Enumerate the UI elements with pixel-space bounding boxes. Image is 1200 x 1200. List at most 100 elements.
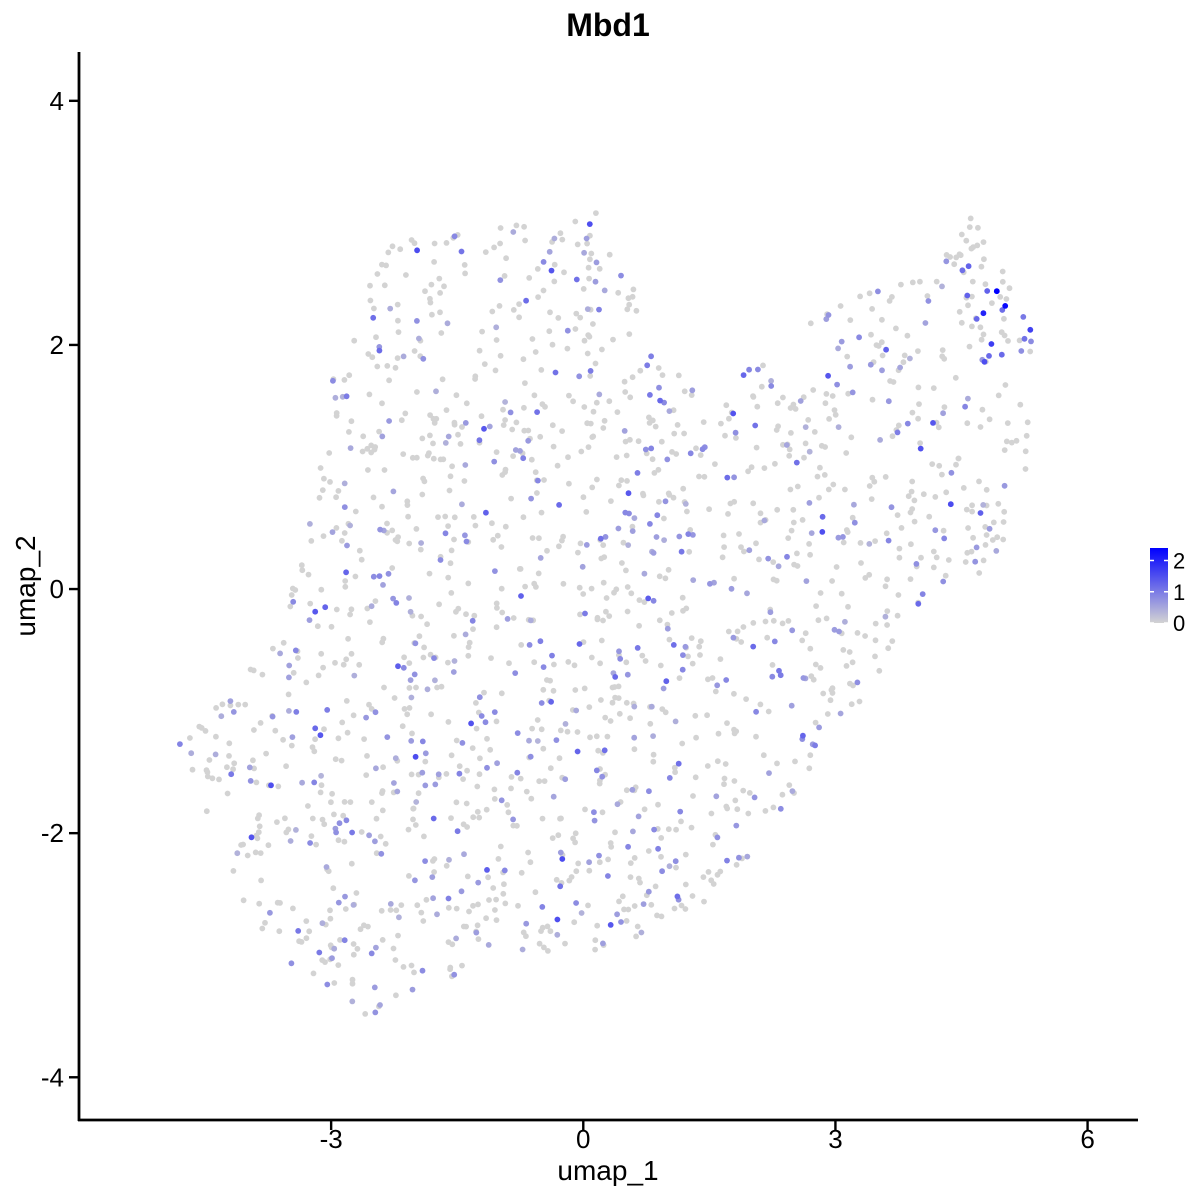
cell-point	[536, 778, 543, 785]
cell-point	[813, 603, 819, 609]
cell-point	[466, 908, 472, 915]
cell-point	[483, 915, 489, 922]
cell-point	[370, 573, 377, 580]
cell-point	[405, 513, 411, 520]
cell-point	[417, 546, 424, 553]
cell-point	[470, 514, 477, 520]
cell-point	[856, 334, 862, 341]
cell-point	[963, 506, 970, 513]
cell-point	[969, 508, 975, 515]
cell-point	[373, 815, 380, 822]
cell-point	[939, 353, 946, 360]
cell-point	[418, 540, 424, 546]
cell-point	[670, 642, 677, 648]
cell-point	[655, 466, 662, 473]
cell-point	[673, 826, 679, 833]
cell-point	[648, 353, 654, 360]
cell-point	[303, 679, 310, 686]
cell-point	[658, 438, 665, 445]
cell-point	[658, 913, 665, 920]
cell-point	[857, 293, 863, 300]
cell-point	[491, 244, 497, 251]
cell-point	[560, 580, 567, 587]
cell-point	[970, 534, 976, 541]
cell-point	[500, 406, 506, 413]
cell-point	[717, 656, 724, 662]
cell-point	[623, 567, 629, 574]
cell-point	[466, 639, 473, 646]
cell-point	[806, 765, 813, 772]
cell-point	[681, 430, 687, 437]
cell-point	[532, 349, 539, 355]
cell-point	[305, 571, 312, 578]
cell-point	[697, 652, 703, 658]
cell-point	[592, 937, 599, 944]
cell-point	[941, 535, 948, 542]
cell-point	[712, 461, 718, 467]
cell-point	[866, 483, 873, 489]
cell-point	[507, 409, 514, 416]
cell-point	[666, 408, 673, 414]
cell-point	[673, 451, 680, 457]
cell-point	[319, 487, 326, 493]
cell-point	[587, 373, 594, 379]
cell-point	[226, 753, 232, 759]
cell-point	[517, 775, 524, 782]
cell-point	[470, 626, 476, 632]
cell-point	[948, 469, 955, 476]
cell-point	[517, 448, 523, 454]
cell-point	[750, 620, 757, 626]
cell-point	[298, 562, 305, 569]
cell-point	[433, 388, 439, 395]
cell-point	[295, 655, 301, 661]
cell-point	[656, 573, 663, 580]
cell-point	[715, 730, 722, 737]
cell-point	[508, 495, 514, 502]
cell-point	[529, 725, 535, 732]
cell-point	[540, 287, 547, 294]
cell-point	[349, 976, 356, 983]
cell-point	[744, 853, 751, 860]
cell-point	[333, 525, 340, 531]
cell-point	[287, 603, 294, 610]
cell-point	[867, 361, 874, 368]
cell-point	[242, 701, 249, 708]
cell-point	[679, 666, 686, 673]
cell-point	[188, 750, 195, 757]
cell-point	[688, 824, 695, 831]
cell-point	[812, 719, 819, 726]
cell-point	[420, 654, 427, 661]
cell-point	[538, 367, 545, 373]
cell-point	[712, 688, 719, 695]
cell-point	[482, 249, 489, 256]
cell-point	[462, 270, 468, 277]
cell-point	[390, 945, 397, 952]
cell-point	[823, 391, 830, 397]
cell-point	[508, 774, 515, 780]
cell-point	[347, 611, 353, 618]
cell-point	[250, 757, 256, 764]
cell-point	[378, 907, 385, 914]
cell-point	[714, 682, 721, 689]
y-tick-label: 4	[50, 86, 64, 116]
cell-point	[476, 347, 483, 354]
cell-point	[206, 757, 213, 763]
cell-point	[554, 931, 561, 938]
cell-point	[432, 781, 439, 788]
cell-point	[377, 833, 384, 840]
cell-point	[412, 822, 419, 828]
cell-point	[459, 740, 466, 746]
cell-point	[599, 346, 605, 353]
cell-point	[701, 473, 708, 480]
cell-point	[625, 843, 631, 850]
cell-point	[633, 307, 640, 314]
cell-point	[318, 586, 325, 593]
cell-point	[282, 815, 288, 822]
cell-point	[448, 815, 454, 821]
cell-point	[714, 834, 721, 841]
cell-point	[603, 608, 609, 615]
cell-point	[862, 633, 868, 639]
cell-point	[647, 392, 653, 398]
cell-point	[785, 535, 792, 541]
